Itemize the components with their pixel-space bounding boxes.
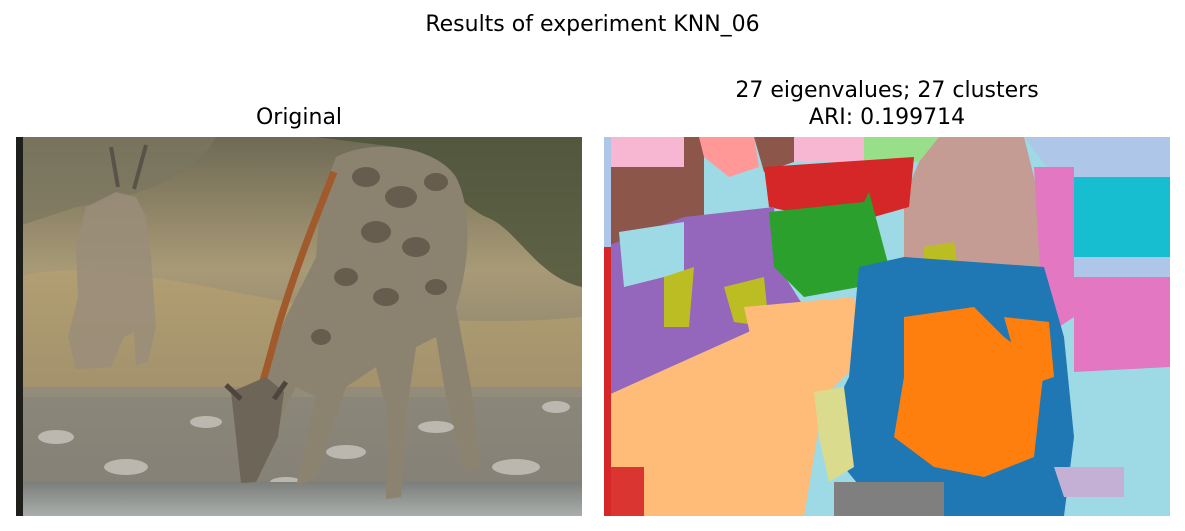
original-image	[16, 137, 582, 516]
segment-orange	[894, 307, 1044, 477]
segment-gray	[834, 482, 944, 516]
segmentation-panel-title: 27 eigenvalues; 27 clusters ARI: 0.19971…	[604, 77, 1170, 131]
segment-tan	[904, 137, 1054, 267]
segment-cyan	[1074, 177, 1170, 257]
segment-olive-light	[814, 387, 854, 482]
segment-red	[764, 157, 914, 217]
segmentation-title-line-2: ARI: 0.199714	[808, 105, 966, 130]
original-panel-title: Original	[255, 105, 343, 130]
segment-pink	[1074, 277, 1170, 372]
segmentation-title-line-1: 27 eigenvalues; 27 clusters	[735, 78, 1039, 103]
segment-olive	[664, 267, 694, 327]
segment-lavender	[1054, 467, 1124, 497]
segmentation-image-panel	[604, 137, 1170, 516]
figure-suptitle: Results of experiment KNN_06	[425, 12, 760, 37]
original-image-panel	[16, 137, 582, 516]
segmentation-image	[604, 137, 1170, 516]
